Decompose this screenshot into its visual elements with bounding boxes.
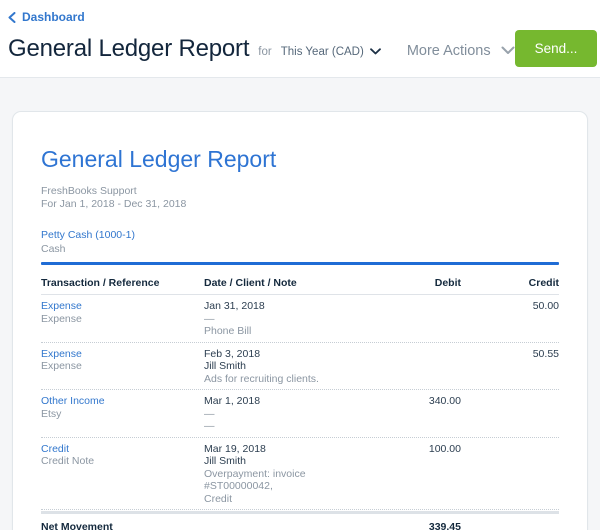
row-client: — [204, 407, 215, 420]
transaction-link[interactable]: Expense [41, 300, 82, 312]
row-client: Jill Smith [204, 360, 247, 372]
breadcrumb-label: Dashboard [22, 10, 85, 24]
account-divider-bar [41, 262, 559, 265]
debit-value [381, 348, 461, 386]
header-debit: Debit [434, 277, 461, 289]
filter-value: This Year (CAD) [280, 46, 364, 58]
row-date: Mar 19, 2018 [204, 442, 266, 455]
summary-divider-bar [41, 511, 559, 514]
row-note: Phone Bill [204, 325, 252, 337]
header-transaction: Transaction / Reference [41, 277, 160, 289]
chevron-down-icon [369, 46, 381, 58]
account-section: Petty Cash (1000-1) Cash [41, 229, 559, 256]
net-movement-row: Net Movement 339.45 CAD [41, 514, 559, 530]
filter-prefix: for [258, 46, 272, 58]
credit-value: 50.00 [532, 300, 559, 312]
account-type: Cash [41, 243, 66, 255]
credit-value [461, 395, 559, 433]
report-subtitle: FreshBooks Support For Jan 1, 2018 - Dec… [41, 185, 559, 211]
header-date: Date / Client / Note [204, 277, 297, 289]
transaction-link[interactable]: Other Income [41, 395, 105, 407]
reference-label: Expense [41, 312, 82, 325]
row-date: Jan 31, 2018 [204, 300, 265, 312]
breadcrumb[interactable]: Dashboard [8, 10, 85, 25]
table-header-row: Transaction / Reference Date / Client / … [41, 265, 559, 295]
chevron-left-icon [8, 12, 16, 23]
report-title: General Ledger Report [41, 146, 277, 172]
company-name: FreshBooks Support [41, 185, 137, 197]
row-client: Jill Smith [204, 455, 247, 467]
debit-value: 340.00 [428, 395, 461, 407]
row-note: Ads for recruiting clients. [204, 372, 319, 385]
more-actions-label: More Actions [406, 43, 491, 59]
table-row: Other Income Etsy Mar 1, 2018 — — 340.00 [41, 390, 559, 438]
header-credit: Credit [528, 277, 559, 289]
report-period: For Jan 1, 2018 - Dec 31, 2018 [41, 198, 187, 210]
row-note: — [204, 420, 215, 432]
date-range-dropdown[interactable]: for This Year (CAD) [258, 46, 381, 58]
net-movement-label: Net Movement [41, 521, 113, 530]
reference-label: Etsy [41, 407, 62, 420]
more-actions-dropdown[interactable]: More Actions [407, 43, 515, 59]
table-row: Credit Credit Note Mar 19, 2018 Jill Smi… [41, 438, 559, 510]
debit-value: 100.00 [428, 442, 461, 455]
credit-value: 50.55 [532, 347, 559, 360]
transaction-link[interactable]: Credit [41, 442, 70, 455]
page-background: General Ledger Report FreshBooks Support… [0, 78, 600, 530]
credit-value [461, 443, 559, 506]
table-body: Expense Expense Jan 31, 2018 — Phone Bil… [41, 295, 559, 510]
send-button[interactable]: Send... [514, 30, 598, 67]
row-date: Mar 1, 2018 [204, 395, 261, 407]
page-title: General Ledger Report [8, 34, 250, 62]
account-link[interactable]: Petty Cash (1000-1) [41, 229, 135, 241]
table-row: Expense Expense Feb 3, 2018 Jill Smith A… [41, 343, 559, 390]
row-client: — [204, 312, 215, 325]
chevron-down-icon [501, 43, 515, 59]
table-row: Expense Expense Jan 31, 2018 — Phone Bil… [41, 295, 559, 343]
row-note: Overpayment: invoice #ST00000042, Credit [204, 467, 306, 505]
report-card: General Ledger Report FreshBooks Support… [12, 111, 588, 530]
net-movement-value: 339.45 [428, 521, 461, 530]
reference-label: Expense [41, 360, 82, 372]
transaction-link[interactable]: Expense [41, 347, 82, 360]
report-header-bar: Dashboard General Ledger Report for This … [0, 0, 600, 78]
debit-value [381, 300, 461, 338]
title-row: General Ledger Report for This Year (CAD)… [8, 30, 598, 67]
reference-label: Credit Note [41, 455, 95, 467]
row-date: Feb 3, 2018 [204, 347, 261, 360]
